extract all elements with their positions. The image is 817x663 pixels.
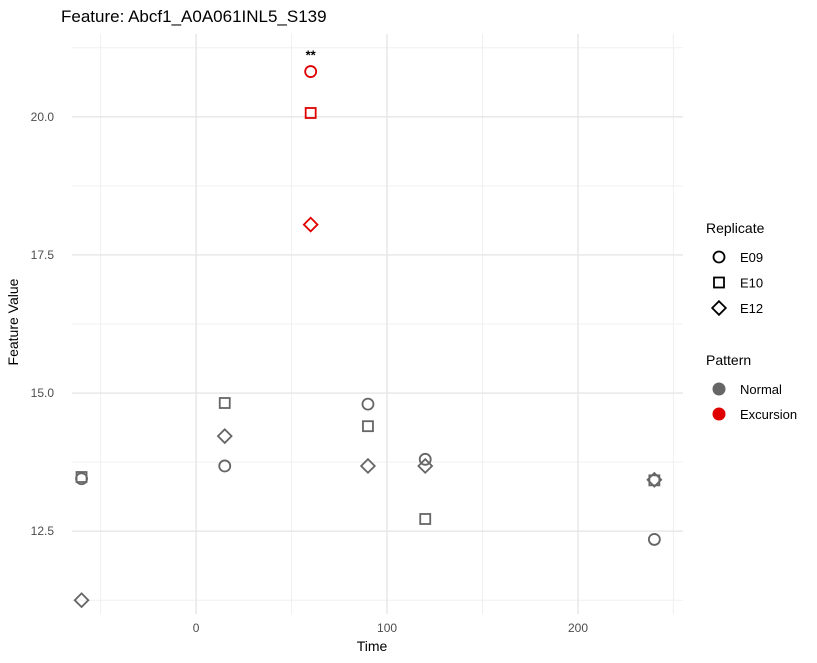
legend-label-normal: Normal [740,382,782,397]
data-point-e12 [417,457,434,475]
y-tick-label: 12.5 [31,524,55,538]
data-point-e09 [218,459,232,473]
data-point-e10 [362,420,374,433]
legend-title-replicate: Replicate [706,220,765,236]
x-tick-label: 0 [193,621,200,635]
legend-key-e09 [712,250,726,264]
data-point-e12 [646,471,663,488]
data-point-e10 [75,471,88,483]
data-point-e12 [216,428,233,445]
grid-minor [72,34,683,614]
legend-title-pattern: Pattern [706,352,751,368]
x-tick-label: 100 [377,621,397,635]
x-axis-title: Time [357,638,388,654]
axis-ticks: 0 100 200 12.5 15.0 17.5 20.0 [31,110,589,635]
legend-label-e12: E12 [740,301,763,316]
y-axis-title: Feature Value [5,278,21,365]
legend: Replicate E09 E10 E12 Pattern Normal Excursion [706,220,797,422]
data-point-e10 [304,107,317,119]
data-point-e12 [302,216,319,233]
legend-label-e10: E10 [740,276,763,291]
legend-key-normal [712,382,726,396]
y-tick-label: 17.5 [31,248,55,262]
data-point-e09 [304,65,318,78]
data-point-e09 [418,452,432,466]
data-point-e12 [359,457,377,475]
data-point-e09 [361,397,375,411]
grid-major [72,34,683,614]
legend-key-e10 [713,276,725,289]
legend-label-e09: E09 [740,250,763,265]
significance-annotation: ** [306,48,317,63]
data-point-e12 [73,592,90,609]
legend-key-excursion [712,407,726,421]
legend-key-e12 [710,299,728,317]
data-point-e10 [419,513,432,525]
y-tick-label: 15.0 [31,386,55,400]
data-point-e09 [647,533,661,546]
chart-title: Feature: Abcf1_A0A061INL5_S139 [61,7,327,26]
data-point-e10 [218,397,231,409]
y-tick-label: 20.0 [31,110,55,124]
x-tick-label: 200 [568,621,588,635]
data-points [73,65,663,609]
legend-label-excursion: Excursion [740,407,797,422]
annotations: ** [306,48,317,63]
